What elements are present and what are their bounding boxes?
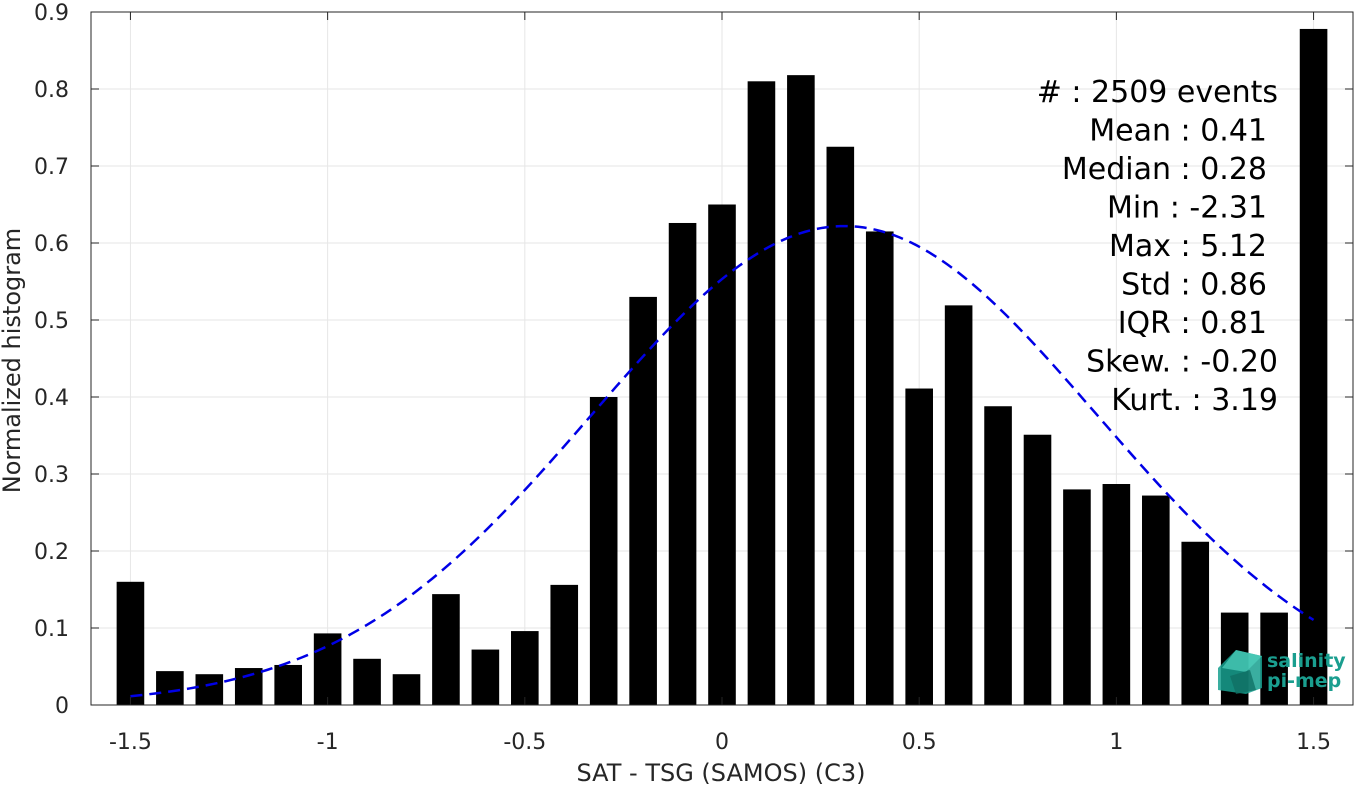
histogram-bar [826,146,855,705]
histogram-bar [1102,484,1131,705]
histogram-bar [787,75,815,705]
logo-cube-icon [1218,650,1262,694]
y-tick-label: 0.8 [34,78,69,103]
y-tick-label: 0.3 [34,463,69,488]
histogram-bar [629,296,657,705]
histogram-bar [1260,612,1288,705]
y-tick-label: 0.6 [34,232,69,257]
bars [116,28,1328,706]
histogram-bar [747,81,776,706]
y-tick-label: 0.5 [34,309,69,334]
histogram-bar [234,668,263,705]
x-tick-label: 1.5 [1296,730,1331,755]
gaussian-fit-curve [130,224,1315,698]
x-tick-label: 0 [715,730,729,755]
logo-text-salinity: salinity [1267,650,1346,672]
x-tick-label: -0.5 [503,730,546,755]
y-tick-label: 0.2 [34,540,69,565]
stat-line: Std : 0.86 [1121,268,1267,303]
histogram-bar [984,406,1012,705]
y-axis-label: Normalized histogram [0,228,26,493]
stat-line: Max : 5.12 [1109,229,1267,264]
histogram-bar [156,671,184,705]
stat-line: Skew. : -0.20 [1086,345,1278,380]
histogram-bar [313,633,342,705]
logo-text-pi-mep: pi-mep [1267,670,1341,692]
histogram-bar [668,222,697,706]
x-tick-label: 0.5 [902,730,937,755]
histogram-bar [432,594,460,705]
histogram-bar [944,305,973,705]
stat-line: IQR : 0.81 [1118,306,1267,341]
y-tick-label: 0.7 [34,155,69,180]
histogram-bar [589,397,618,705]
stat-line: # : 2509 events [1037,75,1278,110]
histogram-bar [471,649,500,705]
x-axis-label: SAT - TSG (SAMOS) (C3) [577,759,866,785]
stat-line: Min : -2.31 [1107,191,1267,226]
histogram-bar [353,658,381,705]
y-tick-label: 0.4 [34,386,69,411]
y-tick-label: 0.1 [34,617,69,642]
histogram-bar [274,664,302,705]
stat-line: Mean : 0.41 [1089,114,1267,149]
stat-line: Kurt. : 3.19 [1111,383,1278,418]
x-tick-label: -1 [317,730,339,755]
histogram-bar [865,231,894,705]
salinity-pi-mep-logo: salinity pi-mep [1218,650,1346,694]
histogram-bar [116,581,145,705]
histogram-bar [1299,28,1328,705]
histogram-bar [905,388,933,705]
y-tick-label: 0.9 [34,1,69,26]
x-axis-ticks: -1.5 -1 -0.5 0 0.5 1 1.5 [109,12,1331,755]
y-tick-label: 0 [55,694,69,719]
histogram-bar [1142,495,1170,705]
histogram-bar [1023,434,1052,705]
histogram-bar [1063,489,1091,705]
histogram-bar [1181,541,1210,705]
histogram-bar [550,584,579,705]
histogram-bar [511,631,539,705]
histogram-bar [392,674,421,705]
y-axis-ticks: 0 0.1 0.2 0.3 0.4 0.5 0.6 0.7 0.8 0.9 [34,1,1353,719]
x-tick-label: -1.5 [109,730,152,755]
stat-line: Median : 0.28 [1062,152,1267,187]
histogram-bar [195,674,224,705]
x-tick-label: 1 [1109,730,1123,755]
